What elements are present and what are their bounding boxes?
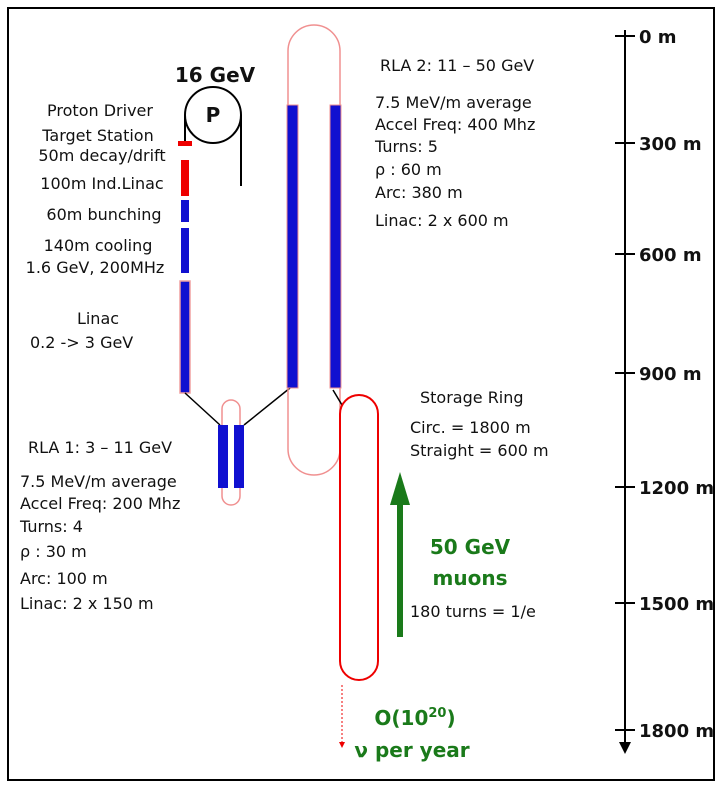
energy-label: 16 GeV — [175, 63, 256, 87]
rla1-line: ρ : 30 m — [20, 542, 87, 561]
scale-label: 600 m — [639, 245, 702, 266]
label: 0.2 -> 3 GeV — [30, 333, 133, 352]
rla1-title: RLA 1: 3 – 11 GeV — [28, 438, 172, 457]
label: 1.6 GeV, 200MHz — [26, 258, 165, 277]
muon-arrow — [390, 472, 410, 637]
rla1-line: Arc: 100 m — [20, 569, 108, 588]
scale-label: 1500 m — [639, 594, 714, 615]
scale-label: 300 m — [639, 134, 702, 155]
front-end — [178, 141, 291, 426]
label: Proton Driver — [47, 101, 153, 120]
scale-label: 900 m — [639, 364, 702, 385]
rla2-line: Arc: 380 m — [375, 183, 463, 202]
rla1-line: Accel Freq: 200 Mhz — [20, 494, 180, 513]
rla2-line: Accel Freq: 400 Mhz — [375, 115, 535, 134]
muons-label: 50 GeV — [430, 535, 511, 559]
flux-label: O(1020) — [374, 706, 455, 730]
flux-exponent: 20 — [428, 706, 446, 721]
rla2-title: RLA 2: 11 – 50 GeV — [380, 56, 534, 75]
proton-ring — [184, 86, 242, 186]
label: 60m bunching — [46, 205, 161, 224]
rla2-line: Turns: 5 — [374, 137, 438, 156]
label: Target Station — [41, 126, 153, 145]
label: 50m decay/drift — [38, 146, 165, 165]
scale-label: 1200 m — [639, 478, 714, 499]
rla1-line: Linac: 2 x 150 m — [20, 594, 154, 613]
label: Linac — [77, 309, 119, 328]
rla2-line: Linac: 2 x 600 m — [375, 211, 509, 230]
rla2-line: ρ : 60 m — [375, 160, 442, 179]
storage-line: Circ. = 1800 m — [410, 418, 531, 437]
rla1-line: Turns: 4 — [19, 517, 83, 536]
scale-label: 1800 m — [639, 721, 714, 742]
flux-prefix: O(10 — [374, 706, 428, 730]
rla2-ring — [286, 24, 342, 476]
storage-ring — [332, 389, 379, 748]
turns-note: 180 turns = 1/e — [410, 602, 536, 621]
rla1-line: 7.5 MeV/m average — [20, 472, 177, 491]
label: 100m Ind.Linac — [40, 174, 163, 193]
scale: 0 m 300 m 600 m 900 m 1200 m 1500 m 1800 m — [615, 27, 714, 742]
proton-symbol: P — [206, 103, 221, 127]
frame — [7, 7, 715, 781]
flux-label: ν per year — [354, 738, 469, 762]
rla1-ring — [218, 399, 244, 506]
muons-label: muons — [433, 566, 508, 590]
storage-title: Storage Ring — [420, 388, 524, 407]
rla2-line: 7.5 MeV/m average — [375, 93, 532, 112]
storage-line: Straight = 600 m — [410, 441, 549, 460]
flux-suffix: ) — [446, 706, 455, 730]
label: 140m cooling — [44, 236, 153, 255]
scale-label: 0 m — [639, 27, 677, 48]
